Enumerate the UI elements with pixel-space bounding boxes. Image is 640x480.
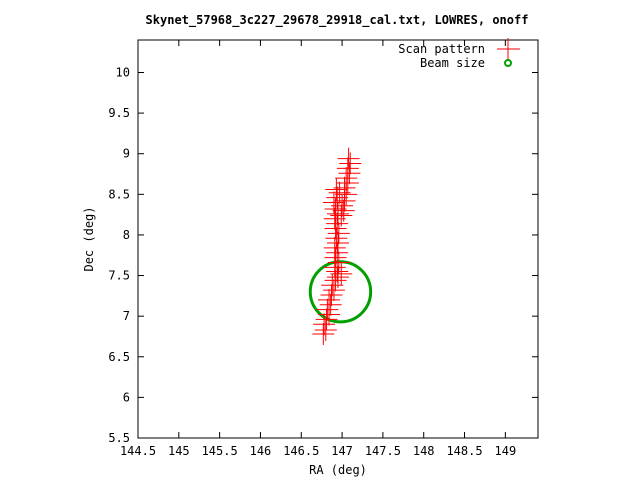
scan-point xyxy=(328,181,351,204)
y-tick-label: 8 xyxy=(123,228,130,242)
legend-label-beam-size: Beam size xyxy=(420,56,485,70)
scan-point xyxy=(332,199,355,222)
x-tick-label: 147 xyxy=(331,444,353,458)
scan-point xyxy=(326,212,349,235)
y-axis: 5.5 6 6.5 7 7.5 8 8.5 9 9.5 10 xyxy=(108,65,538,445)
y-tick-label: 7.5 xyxy=(108,269,130,283)
scan-point xyxy=(319,293,342,316)
scan-point xyxy=(327,222,350,245)
scan-point xyxy=(323,256,346,279)
y-tick-label: 8.5 xyxy=(108,187,130,201)
x-axis: 144.5 145 145.5 146 146.5 147 147.5 148 148.5 149 xyxy=(120,40,516,458)
chart-title: Skynet_57968_3c227_29678_29918_cal.txt, … xyxy=(146,13,529,28)
scan-point xyxy=(320,284,343,307)
scan-point xyxy=(315,308,338,331)
scan-point xyxy=(327,232,349,255)
x-tick-label: 148 xyxy=(413,444,435,458)
scan-point xyxy=(337,147,360,170)
scan-point xyxy=(331,194,354,217)
x-tick-label: 146 xyxy=(250,444,272,458)
y-tick-label: 6.5 xyxy=(108,350,130,364)
legend: Scan pattern Beam size xyxy=(398,38,520,70)
scan-point xyxy=(335,167,358,190)
legend-marker-beam-size xyxy=(504,59,512,67)
scan-point xyxy=(336,157,359,180)
scan-point xyxy=(324,217,347,240)
y-tick-label: 9 xyxy=(123,147,130,161)
scan-pattern-series xyxy=(312,147,362,346)
beam-size-series xyxy=(308,260,373,324)
scan-point xyxy=(326,241,349,264)
scan-point xyxy=(318,288,341,311)
beam-size-circle xyxy=(308,260,373,324)
x-tick-label: 149 xyxy=(495,444,517,458)
scan-point xyxy=(314,318,337,341)
x-tick-label: 145.5 xyxy=(202,444,238,458)
scan-point xyxy=(325,227,348,250)
scan-point xyxy=(324,246,347,269)
scan-point xyxy=(312,323,335,346)
x-axis-label: RA (deg) xyxy=(309,463,367,477)
y-tick-label: 9.5 xyxy=(108,106,130,120)
x-tick-label: 148.5 xyxy=(446,444,482,458)
x-tick-label: 146.5 xyxy=(283,444,319,458)
scan-point xyxy=(330,262,353,285)
x-tick-label: 144.5 xyxy=(120,444,156,458)
y-tick-label: 5.5 xyxy=(108,431,130,445)
y-tick-label: 6 xyxy=(123,390,130,404)
plot-frame xyxy=(137,39,539,439)
y-axis-label: Dec (deg) xyxy=(82,206,96,271)
y-tick-label: 10 xyxy=(116,65,130,79)
scan-point xyxy=(313,313,336,336)
legend-marker-scan-pattern xyxy=(497,38,520,60)
scan-point xyxy=(323,236,346,259)
scan-point xyxy=(330,204,353,227)
scan-point xyxy=(324,197,347,220)
scan-point xyxy=(322,191,345,214)
scan-point xyxy=(323,207,346,230)
scan-point xyxy=(322,279,345,302)
scan-point xyxy=(338,162,361,185)
scan-point xyxy=(339,152,362,175)
scan-point xyxy=(327,266,349,289)
scan-point xyxy=(326,260,349,283)
x-tick-label: 145 xyxy=(168,444,190,458)
scan-point xyxy=(325,178,348,201)
scan-point xyxy=(324,269,347,292)
scan-point xyxy=(321,274,344,297)
x-tick-label: 147.5 xyxy=(365,444,401,458)
scan-point xyxy=(327,202,349,225)
scan-point xyxy=(327,251,350,274)
scan-point xyxy=(316,298,339,321)
legend-label-scan-pattern: Scan pattern xyxy=(398,42,485,56)
y-tick-label: 7 xyxy=(123,309,130,323)
scan-point xyxy=(333,176,356,199)
